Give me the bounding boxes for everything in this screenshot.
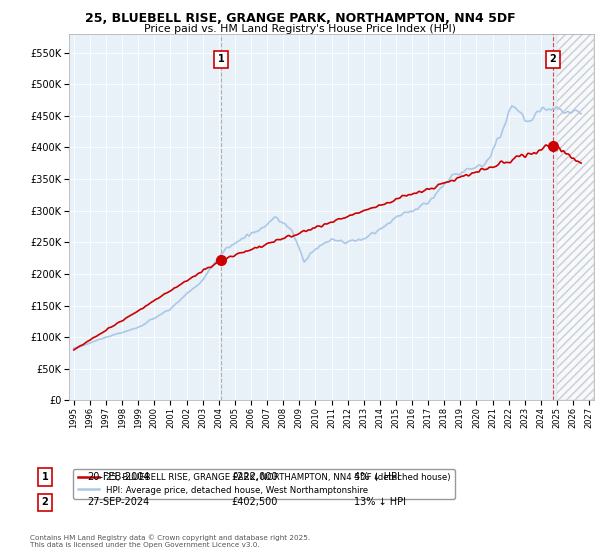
Text: 27-SEP-2024: 27-SEP-2024 xyxy=(87,497,149,507)
Text: £222,000: £222,000 xyxy=(231,472,277,482)
Text: Price paid vs. HM Land Registry's House Price Index (HPI): Price paid vs. HM Land Registry's House … xyxy=(144,24,456,34)
Text: 25, BLUEBELL RISE, GRANGE PARK, NORTHAMPTON, NN4 5DF: 25, BLUEBELL RISE, GRANGE PARK, NORTHAMP… xyxy=(85,12,515,25)
Text: 2: 2 xyxy=(41,497,49,507)
Text: 20-FEB-2004: 20-FEB-2004 xyxy=(87,472,149,482)
Bar xyxy=(557,34,594,400)
Text: £402,500: £402,500 xyxy=(231,497,277,507)
Text: 4% ↓ HPI: 4% ↓ HPI xyxy=(354,472,400,482)
Text: Contains HM Land Registry data © Crown copyright and database right 2025.
This d: Contains HM Land Registry data © Crown c… xyxy=(30,535,310,548)
Bar xyxy=(557,34,594,400)
Text: 1: 1 xyxy=(41,472,49,482)
Legend: 25, BLUEBELL RISE, GRANGE PARK, NORTHAMPTON, NN4 5DF (detached house), HPI: Aver: 25, BLUEBELL RISE, GRANGE PARK, NORTHAMP… xyxy=(73,469,455,499)
Text: 1: 1 xyxy=(217,54,224,64)
Text: 2: 2 xyxy=(550,54,556,64)
Text: 13% ↓ HPI: 13% ↓ HPI xyxy=(354,497,406,507)
